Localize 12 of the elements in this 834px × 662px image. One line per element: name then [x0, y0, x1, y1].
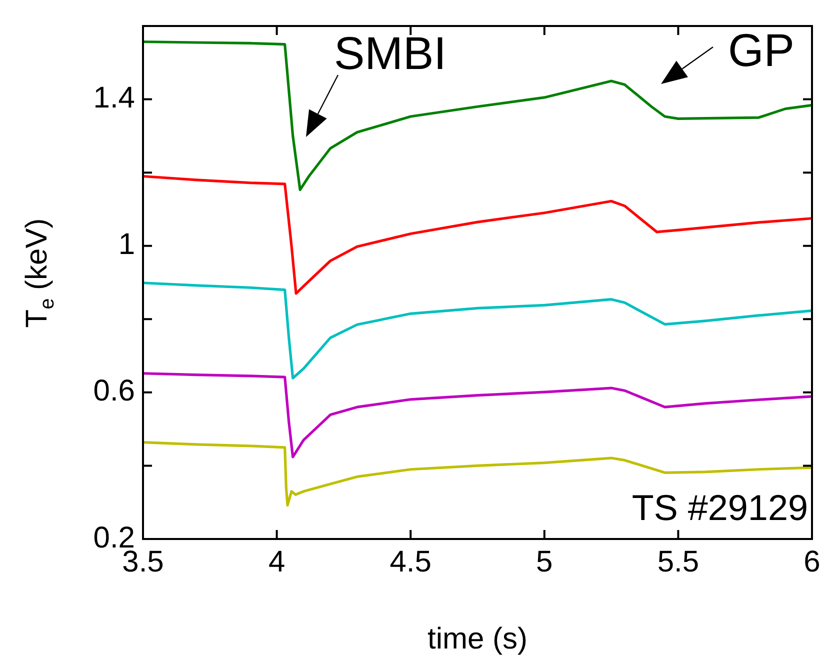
x-tick-label: 4.5 — [390, 545, 432, 578]
x-axis-title: time (s) — [428, 622, 528, 656]
x-tick-label: 5.5 — [657, 545, 700, 578]
x-tick-label: 6 — [804, 545, 820, 578]
x-tick-label: 5 — [536, 545, 553, 578]
y-tick-label: 1 — [118, 228, 135, 262]
annotation: TS #29129 — [632, 487, 808, 528]
y-tick-label: 1.4 — [93, 82, 135, 115]
x-tick-label: 4 — [268, 545, 286, 578]
y-tick-label: 0.6 — [93, 374, 135, 408]
annotation: SMBI — [334, 27, 446, 79]
annotation: GP — [728, 24, 794, 76]
